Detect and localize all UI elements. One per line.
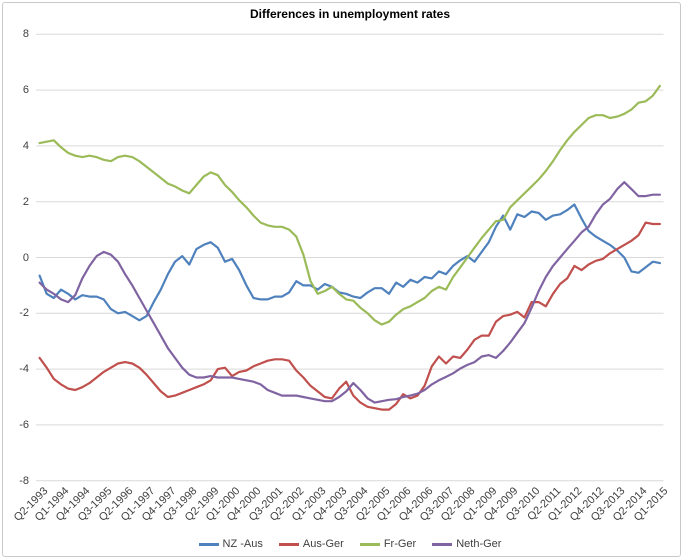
series-line-fr-ger <box>38 84 662 326</box>
series-line-neth-ger <box>38 181 662 404</box>
legend-line-swatch-neth-ger <box>432 542 453 546</box>
y-axis-label: 6 <box>22 84 29 97</box>
legend-label-aus-ger: Aus-Ger <box>302 538 344 550</box>
legend-line-swatch-fr-ger <box>359 542 380 546</box>
legend-item-fr-ger: Fr-Ger <box>359 538 417 550</box>
chart-title: Differences in unemployment rates <box>249 7 451 21</box>
legend-item-neth-ger: Neth-Ger <box>432 538 501 550</box>
y-axis-label: -2 <box>19 307 29 320</box>
legend: NZ -Aus Aus-Ger Fr-Ger Neth-Ger <box>36 535 664 553</box>
series-line-nz-aus <box>38 203 662 322</box>
legend-line-swatch-aus-ger <box>278 542 299 546</box>
legend-line-swatch-nz-aus <box>198 542 219 546</box>
chart-frame <box>2 2 681 557</box>
legend-label-neth-ger: Neth-Ger <box>456 538 502 550</box>
legend-item-nz-aus: NZ -Aus <box>198 538 263 550</box>
legend-label-fr-ger: Fr-Ger <box>383 538 417 550</box>
y-axis-label: -6 <box>19 418 29 431</box>
y-axis-label: 2 <box>22 195 29 208</box>
y-axis-label: -4 <box>19 363 29 376</box>
y-axis-label: 0 <box>22 251 29 264</box>
legend-item-aus-ger: Aus-Ger <box>278 538 344 550</box>
y-axis-label: 8 <box>22 28 29 41</box>
legend-label-nz-aus: NZ -Aus <box>222 538 263 550</box>
y-axis-label: 4 <box>22 139 29 152</box>
y-axis-label: -8 <box>19 474 29 487</box>
